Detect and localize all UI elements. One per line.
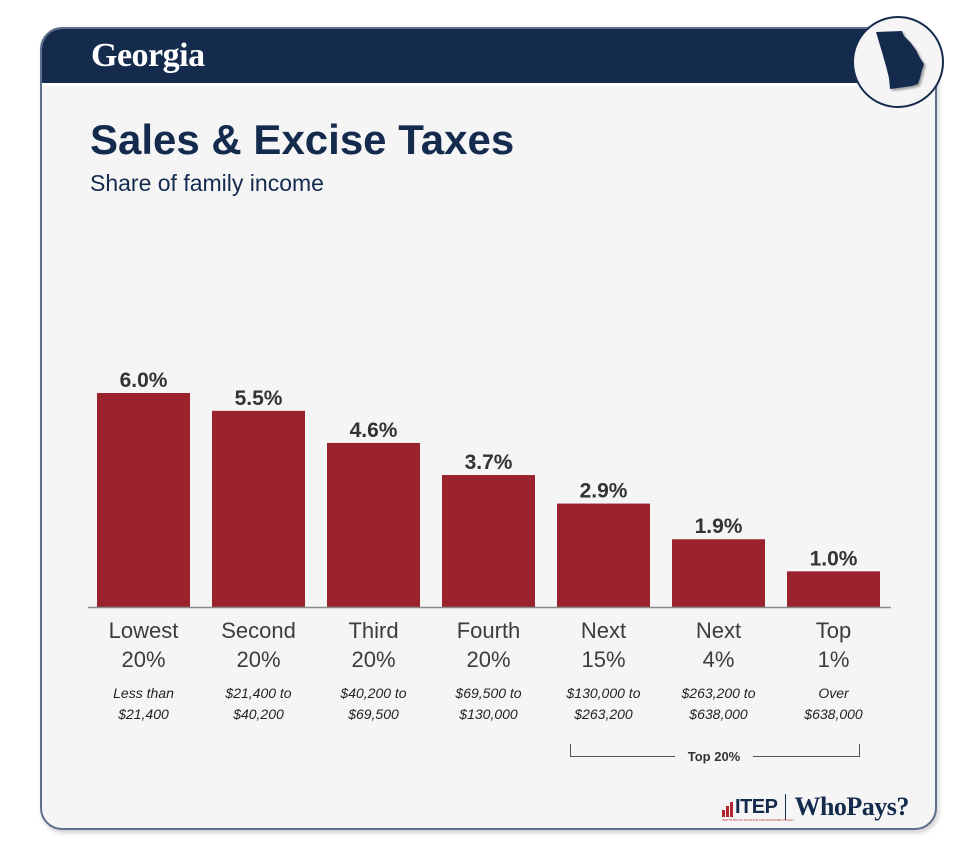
category-label-line1: Fourth bbox=[456, 618, 521, 643]
value-label: 6.0% bbox=[120, 369, 168, 392]
income-range-line2: $130,000 bbox=[459, 706, 518, 722]
income-range-line1: Over bbox=[818, 685, 849, 701]
chart-subtitle: Share of family income bbox=[90, 170, 324, 196]
category-label-line1: Next bbox=[695, 618, 742, 643]
income-range-label: $130,000 to $263,200 bbox=[544, 683, 664, 725]
income-range-line2: $40,200 bbox=[233, 706, 284, 722]
category-label: Top 1% bbox=[774, 616, 894, 674]
income-range-line2: $21,400 bbox=[118, 706, 169, 722]
income-range-label: Less than $21,400 bbox=[84, 683, 204, 725]
income-range-line2: $69,500 bbox=[348, 706, 399, 722]
category-label-line1: Next bbox=[580, 618, 627, 643]
income-range-line1: $263,200 to bbox=[681, 685, 756, 701]
value-label: 5.5% bbox=[235, 387, 283, 410]
state-badge bbox=[852, 16, 944, 108]
category-label-line1: Lowest bbox=[108, 618, 179, 643]
category-label: Next 4% bbox=[659, 616, 779, 674]
category-label: Third 20% bbox=[314, 616, 434, 674]
itep-bars-icon bbox=[722, 802, 733, 817]
category-label: Second 20% bbox=[199, 616, 319, 674]
itep-logo: ITEP INSTITUTE ON TAXATION AND ECONOMIC … bbox=[722, 796, 794, 822]
value-label: 3.7% bbox=[465, 451, 513, 474]
category-label-line2: 15% bbox=[581, 647, 626, 672]
income-range-label: $21,400 to $40,200 bbox=[199, 683, 319, 725]
footer-logo: ITEP INSTITUTE ON TAXATION AND ECONOMIC … bbox=[722, 792, 909, 822]
category-label: Fourth 20% bbox=[429, 616, 549, 674]
income-range-label: Over $638,000 bbox=[774, 683, 894, 725]
category-label-line1: Second bbox=[221, 618, 296, 643]
whopays-wordmark: WhoPays? bbox=[794, 792, 909, 821]
income-range-line2: $638,000 bbox=[804, 706, 863, 722]
top-20-label: Top 20% bbox=[675, 749, 753, 764]
category-label-line1: Third bbox=[348, 618, 399, 643]
value-label: 2.9% bbox=[580, 480, 628, 503]
header-band: Georgia bbox=[42, 29, 935, 86]
income-range-label: $69,500 to $130,000 bbox=[429, 683, 549, 725]
category-label-line1: Top bbox=[815, 618, 852, 643]
bar-6 bbox=[787, 571, 880, 607]
income-range-label: $40,200 to $69,500 bbox=[314, 683, 434, 725]
category-label: Next 15% bbox=[544, 616, 664, 674]
category-label-line2: 20% bbox=[121, 647, 166, 672]
value-label: 1.9% bbox=[695, 515, 743, 538]
category-label-line2: 20% bbox=[351, 647, 396, 672]
category-label: Lowest 20% bbox=[84, 616, 204, 674]
value-label: 1.0% bbox=[810, 547, 858, 570]
bar-2 bbox=[327, 442, 420, 607]
income-range-line1: $130,000 to bbox=[566, 685, 641, 701]
state-name: Georgia bbox=[91, 37, 205, 74]
itep-tagline: INSTITUTE ON TAXATION AND ECONOMIC POLIC… bbox=[722, 818, 795, 822]
income-range-line1: $21,400 to bbox=[225, 685, 292, 701]
chart-title: Sales & Excise Taxes bbox=[90, 116, 515, 163]
category-label-line2: 1% bbox=[817, 647, 850, 672]
bar-0 bbox=[97, 393, 190, 607]
bar-3 bbox=[442, 475, 535, 607]
bar-4 bbox=[557, 503, 650, 607]
category-label-line2: 4% bbox=[702, 647, 735, 672]
value-label: 4.6% bbox=[350, 419, 398, 442]
logo-divider bbox=[785, 794, 787, 820]
income-range-line2: $638,000 bbox=[689, 706, 748, 722]
itep-wordmark: ITEP bbox=[735, 796, 778, 818]
income-range-line1: $40,200 to bbox=[340, 685, 407, 701]
income-range-line1: Less than bbox=[113, 685, 174, 701]
category-label-line2: 20% bbox=[466, 647, 511, 672]
income-range-label: $263,200 to $638,000 bbox=[659, 683, 779, 725]
bar-5 bbox=[672, 539, 765, 607]
income-range-line1: $69,500 to bbox=[455, 685, 522, 701]
bar-1 bbox=[212, 410, 305, 607]
income-range-line2: $263,200 bbox=[574, 706, 633, 722]
category-label-line2: 20% bbox=[236, 647, 281, 672]
georgia-state-outline-icon bbox=[876, 31, 924, 89]
